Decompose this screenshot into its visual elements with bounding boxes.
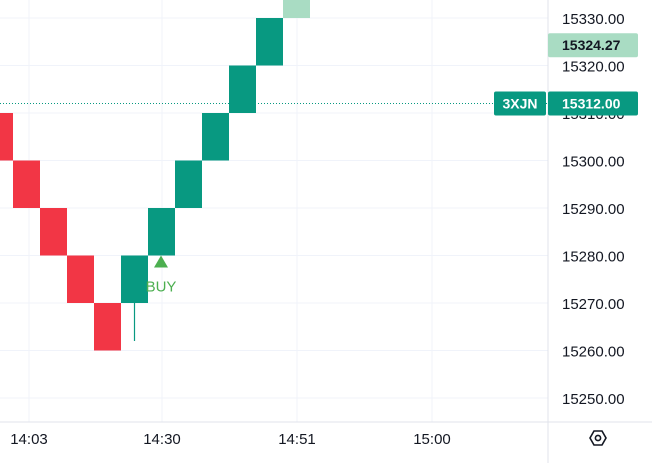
symbol-badge (494, 91, 546, 116)
price-tick-label: 15320.00 (562, 59, 625, 76)
down-brick (40, 208, 67, 256)
time-tick-label: 14:30 (143, 431, 181, 448)
time-tick-label: 15:00 (413, 431, 451, 448)
price-axis[interactable]: 15330.0015320.0015310.0015300.0015290.00… (547, 0, 625, 463)
up-brick (229, 65, 256, 113)
last-price-badge (548, 91, 638, 116)
projected-price-value: 15324.27 (562, 37, 621, 53)
buy-signal-label: BUY (146, 279, 177, 296)
down-brick (0, 113, 13, 161)
price-badges: 3XJN 15312.00 15324.27 (494, 33, 638, 116)
buy-signal: BUY (146, 255, 177, 296)
symbol-badge-label: 3XJN (502, 96, 537, 112)
price-tick-label: 15250.00 (562, 391, 625, 408)
price-tick-label: 15330.00 (562, 11, 625, 28)
up-brick (175, 160, 202, 208)
down-brick (67, 255, 94, 303)
last-price-value: 15312.00 (562, 96, 621, 112)
projected-brick (283, 0, 310, 18)
price-tick-label: 15300.00 (562, 154, 625, 171)
price-tick-label: 15280.00 (562, 249, 625, 266)
price-tick-label: 15260.00 (562, 344, 625, 361)
settings-icon[interactable] (589, 430, 607, 446)
up-brick (256, 18, 283, 66)
buy-arrow-icon (154, 255, 168, 268)
up-brick (202, 113, 229, 161)
down-brick (13, 160, 40, 208)
time-tick-label: 14:03 (10, 431, 48, 448)
price-tick-label: 15290.00 (562, 201, 625, 218)
renko-bricks (0, 0, 548, 351)
time-tick-label: 14:51 (278, 431, 316, 448)
down-brick (94, 303, 121, 351)
price-tick-label: 15270.00 (562, 296, 625, 313)
up-brick (121, 255, 148, 303)
time-axis[interactable]: 14:03 14:30 14:51 15:00 (0, 421, 652, 448)
up-brick (148, 208, 175, 256)
projected-price-badge (548, 33, 638, 58)
